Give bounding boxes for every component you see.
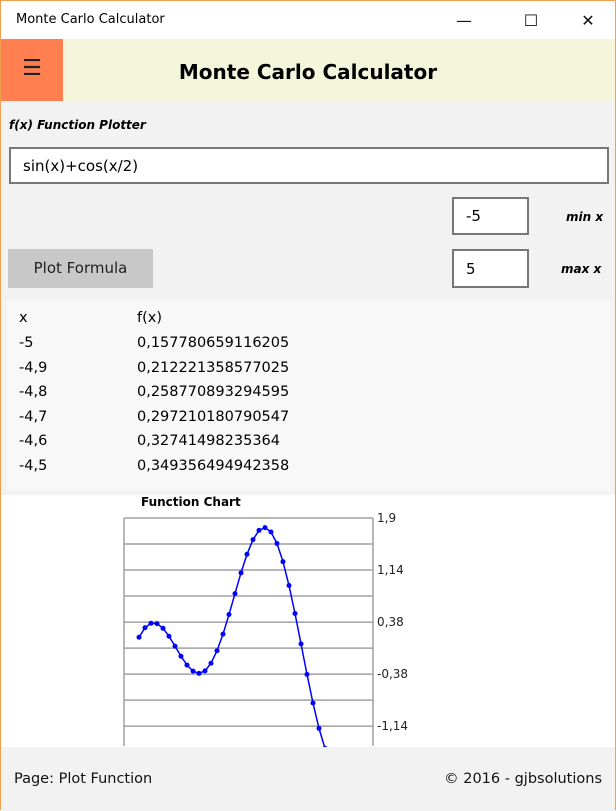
y-tick-label: 1,9 [377, 511, 396, 525]
data-point [208, 660, 214, 666]
data-point [238, 570, 244, 576]
app-header: ☰ Monte Carlo Calculator [1, 39, 615, 101]
header-x: x [19, 310, 28, 326]
cell-x: -5 [19, 335, 34, 351]
chart-title: Function Chart [141, 495, 241, 509]
hamburger-icon: ☰ [22, 56, 42, 81]
y-tick-label: -0,38 [377, 667, 408, 681]
data-point [274, 540, 280, 546]
copyright: © 2016 - gjbsolutions [444, 771, 602, 787]
cell-fx: 0,212221358577025 [137, 359, 290, 376]
cell-x: -4,8 [19, 384, 48, 400]
page-title: Monte Carlo Calculator [178, 60, 438, 84]
y-tick-label: 1,14 [377, 563, 404, 577]
data-point [190, 668, 196, 674]
data-point [244, 551, 250, 557]
title-bar: Monte Carlo Calculator — ☐ ✕ [1, 1, 615, 39]
cell-fx: 0,157780659116205 [137, 335, 290, 351]
data-point [142, 625, 148, 631]
data-point [250, 537, 256, 543]
data-point [316, 725, 322, 731]
chart-svg: Function Chart 1,9 1,14 0,38 -0,38 -1,14 [123, 495, 408, 751]
data-point [214, 648, 220, 654]
data-point [298, 641, 304, 647]
data-point [292, 611, 298, 617]
min-x-input[interactable] [452, 197, 529, 235]
minimize-icon[interactable]: — [456, 11, 472, 30]
cell-fx: 0,349356494942358 [137, 457, 290, 474]
data-point [232, 591, 238, 597]
data-point [268, 529, 274, 535]
cell-x: -4,5 [19, 457, 48, 474]
cell-fx: 0,258770893294595 [137, 384, 290, 400]
data-point [262, 525, 268, 531]
data-point [154, 621, 160, 627]
data-point [304, 671, 310, 677]
function-chart: Function Chart 1,9 1,14 0,38 -0,38 -1,14 [1, 495, 615, 751]
data-point [148, 620, 154, 626]
y-tick-label: 0,38 [377, 615, 404, 629]
close-icon[interactable]: ✕ [581, 11, 595, 30]
data-point [136, 634, 142, 640]
data-point [196, 670, 202, 676]
data-point [256, 527, 262, 533]
cell-x: -4,6 [19, 433, 48, 449]
max-x-label: max x [561, 262, 602, 276]
data-point [310, 700, 316, 706]
cell-fx: 0,297210180790547 [137, 408, 290, 425]
cell-fx: 0,32741498235364 [137, 433, 280, 449]
cell-x: -4,7 [19, 408, 48, 425]
data-point [160, 625, 166, 631]
formula-input[interactable] [9, 147, 609, 184]
cell-x: -4,9 [19, 359, 48, 376]
data-point [166, 633, 172, 639]
y-tick-label: -1,14 [377, 719, 408, 733]
header-fx: f(x) [137, 310, 162, 326]
data-point [172, 643, 178, 649]
maximize-icon[interactable]: ☐ [523, 11, 539, 30]
data-point [184, 662, 190, 668]
page-indicator: Page: Plot Function [14, 771, 153, 787]
min-x-label: min x [566, 210, 604, 224]
hamburger-menu-button[interactable]: ☰ [1, 39, 63, 101]
data-point [280, 559, 286, 565]
data-point [226, 612, 232, 618]
data-point [178, 653, 184, 659]
footer: Page: Plot Function © 2016 - gjbsolution… [1, 747, 615, 811]
results-table: x f(x) -5 0,157780659116205 -4,9 0,21222135… [7, 301, 611, 491]
data-point [286, 583, 292, 589]
window-title: Monte Carlo Calculator [16, 12, 165, 27]
plotter-label: f(x) Function Plotter [9, 118, 146, 132]
data-point [202, 668, 208, 674]
max-x-input[interactable] [452, 249, 529, 288]
plot-formula-button[interactable]: Plot Formula [8, 249, 153, 288]
data-point [220, 631, 226, 637]
